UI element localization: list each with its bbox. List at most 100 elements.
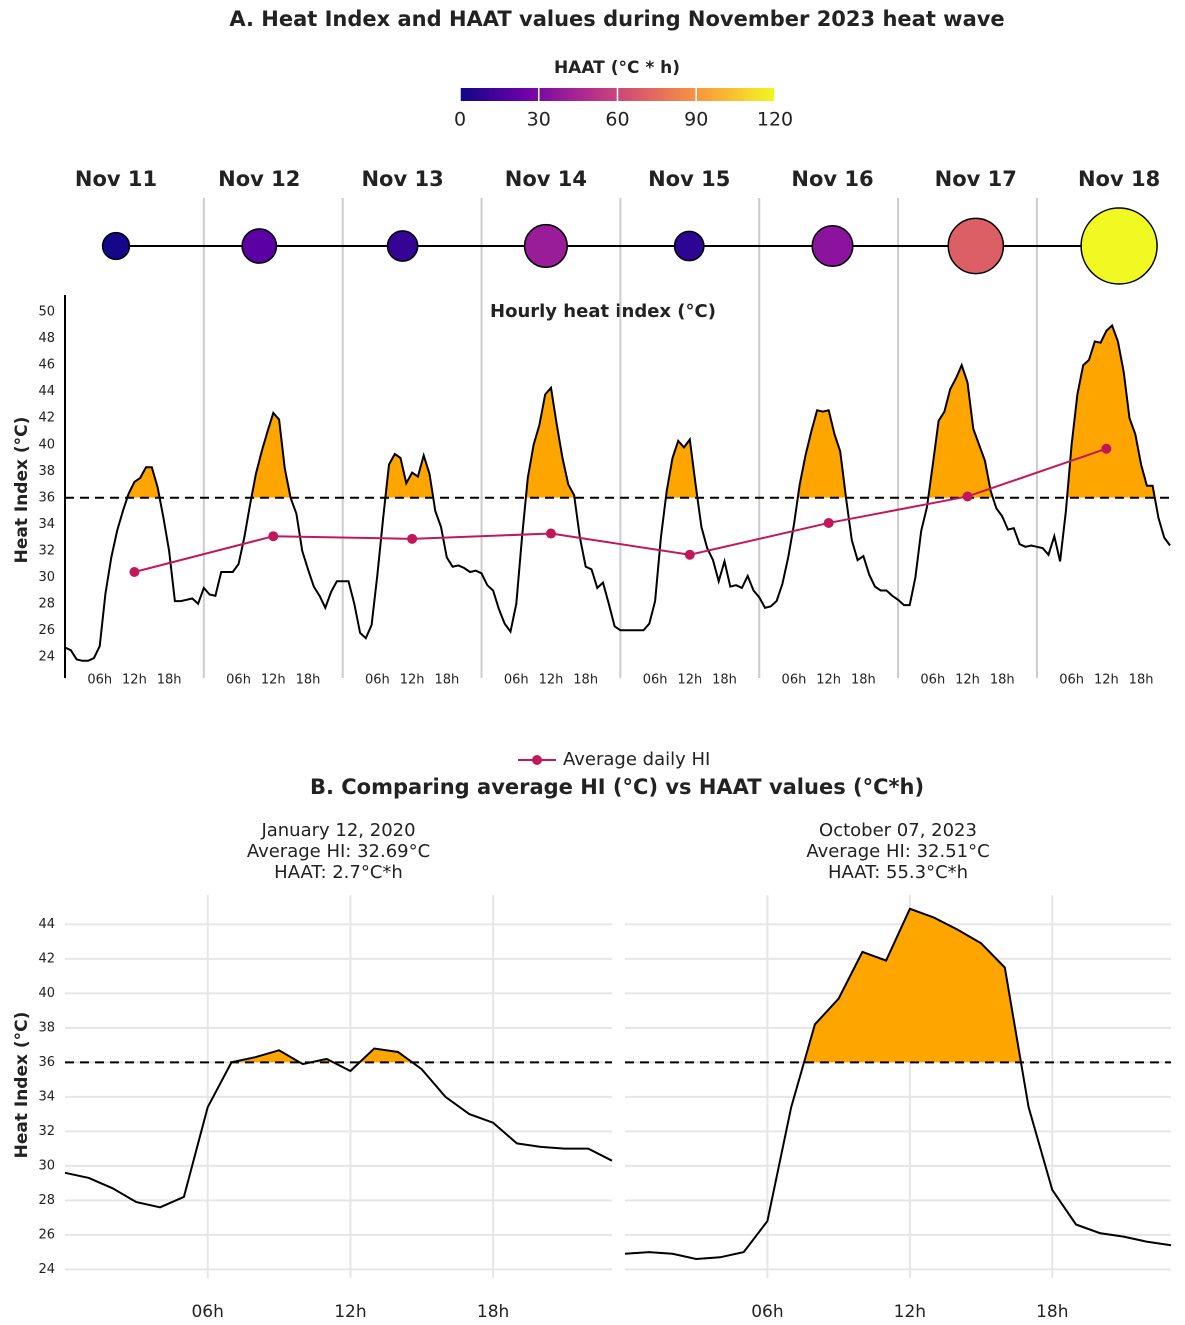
haat-circle — [241, 228, 278, 264]
y-tick-label: 38 — [38, 1020, 55, 1035]
haat-circle — [386, 230, 419, 262]
y-tick-label: 46 — [38, 358, 55, 373]
x-tick-label: 18h — [157, 673, 182, 688]
colorbar-tick-label: 90 — [684, 109, 708, 131]
x-tick-label: 18h — [712, 673, 737, 688]
average-point — [268, 531, 279, 542]
average-point — [545, 528, 556, 539]
day-label: Nov 13 — [361, 167, 443, 191]
x-tick-label: 12h — [400, 673, 425, 688]
colorbar-tick-label: 60 — [605, 109, 629, 131]
y-tick-label: 42 — [38, 951, 55, 966]
day-label: Nov 17 — [935, 167, 1017, 191]
y-tick-label: 40 — [38, 986, 55, 1001]
colorbar-tick-label: 0 — [454, 109, 466, 131]
chart-title: A. Heat Index and HAAT values during Nov… — [229, 7, 1004, 31]
haat-circle — [673, 230, 705, 262]
colorbar-tick-label: 120 — [757, 109, 793, 131]
y-axis-title: Heat Index (°C) — [12, 417, 32, 564]
exceedance-area — [804, 908, 1021, 1063]
panel-subtitle: Average HI: 32.69°C — [247, 841, 430, 862]
exceedance-area — [231, 1048, 413, 1063]
x-tick-label: 06h — [920, 673, 945, 688]
x-tick-label: 06h — [226, 673, 251, 688]
x-tick-label: 12h — [122, 673, 147, 688]
y-tick-label: 26 — [38, 623, 55, 638]
day-label: Nov 16 — [791, 167, 873, 191]
y-tick-label: 42 — [38, 411, 55, 426]
x-tick-label: 18h — [477, 1302, 509, 1322]
x-tick-label: 06h — [782, 673, 807, 688]
average-line — [134, 447, 1107, 573]
x-tick-label: 12h — [1094, 673, 1119, 688]
y-tick-label: 30 — [38, 1158, 55, 1173]
panel-subtitle: HAAT: 55.3°C*h — [828, 862, 968, 883]
x-tick-label: 18h — [296, 673, 321, 688]
average-point — [684, 549, 695, 560]
colorbar-title: HAAT (°C * h) — [554, 58, 680, 78]
x-tick-label: 06h — [504, 673, 529, 688]
y-tick-label: 44 — [38, 384, 55, 399]
y-tick-label: 36 — [38, 1055, 55, 1070]
colorbar-tick-label: 30 — [527, 109, 551, 131]
x-tick-label: 18h — [851, 673, 876, 688]
y-tick-label: 36 — [38, 490, 55, 505]
y-tick-label: 32 — [38, 543, 55, 558]
x-tick-label: 18h — [990, 673, 1015, 688]
y-tick-label: 28 — [38, 596, 55, 611]
panel-subtitle: Hourly heat index (°C) — [490, 301, 716, 322]
haat-circle — [101, 231, 131, 261]
y-tick-label: 50 — [38, 305, 55, 320]
y-tick-label: 34 — [38, 1089, 55, 1104]
y-tick-label: 28 — [38, 1193, 55, 1208]
haat-circle — [523, 223, 568, 269]
x-tick-label: 06h — [365, 673, 390, 688]
y-tick-label: 24 — [38, 649, 55, 664]
y-tick-label: 40 — [38, 437, 55, 452]
y-tick-label: 24 — [38, 1262, 55, 1277]
x-tick-label: 06h — [751, 1302, 783, 1322]
hourly-line — [624, 907, 1172, 1261]
y-tick-label: 34 — [38, 517, 55, 532]
y-tick-label: 26 — [38, 1227, 55, 1242]
panel-subtitle: January 12, 2020 — [260, 820, 415, 841]
x-tick-label: 06h — [643, 673, 668, 688]
y-tick-label: 38 — [38, 464, 55, 479]
y-tick-label: 30 — [38, 570, 55, 585]
day-label: Nov 15 — [648, 167, 730, 191]
haat-circle — [947, 217, 1005, 275]
average-point — [407, 533, 418, 544]
day-label: Nov 11 — [75, 167, 157, 191]
x-tick-label: 18h — [434, 673, 459, 688]
x-tick-label: 18h — [1036, 1302, 1068, 1322]
panel-subtitle: Average HI: 32.51°C — [806, 841, 989, 862]
x-tick-label: 18h — [1129, 673, 1154, 688]
x-tick-label: 12h — [539, 673, 564, 688]
x-tick-label: 12h — [677, 673, 702, 688]
panel-subtitle: October 07, 2023 — [819, 820, 977, 841]
x-tick-label: 06h — [1059, 673, 1084, 688]
y-tick-label: 32 — [38, 1124, 55, 1139]
exceedance-area — [127, 325, 1155, 498]
day-label: Nov 18 — [1078, 167, 1160, 191]
legend-marker — [532, 755, 542, 765]
legend-label: Average daily HI — [563, 749, 710, 770]
x-tick-label: 06h — [191, 1302, 223, 1322]
average-point — [823, 517, 834, 528]
average-point — [1101, 443, 1112, 454]
hourly-line — [64, 1047, 613, 1209]
hourly-line — [64, 323, 1171, 662]
average-point — [129, 566, 140, 577]
x-tick-label: 12h — [955, 673, 980, 688]
x-tick-label: 12h — [816, 673, 841, 688]
day-label: Nov 12 — [218, 167, 300, 191]
day-label: Nov 14 — [505, 167, 587, 191]
x-tick-label: 12h — [334, 1302, 366, 1322]
chart-title: B. Comparing average HI (°C) vs HAAT val… — [310, 775, 924, 799]
average-point — [962, 491, 973, 502]
y-tick-label: 44 — [38, 917, 55, 932]
x-tick-label: 06h — [87, 673, 112, 688]
panel-subtitle: HAAT: 2.7°C*h — [274, 862, 403, 883]
x-tick-label: 12h — [894, 1302, 926, 1322]
